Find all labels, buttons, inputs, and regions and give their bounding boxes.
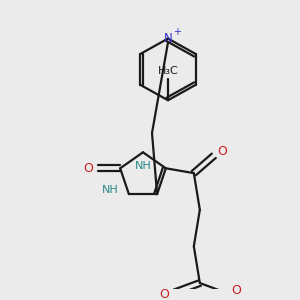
Text: O: O xyxy=(217,146,227,158)
Text: O: O xyxy=(159,288,169,300)
Text: NH: NH xyxy=(135,161,152,171)
Text: O: O xyxy=(231,284,241,297)
Text: H₃C: H₃C xyxy=(158,66,178,76)
Text: +: + xyxy=(173,27,181,37)
Text: NH: NH xyxy=(102,185,119,195)
Text: O: O xyxy=(83,162,93,175)
Text: N: N xyxy=(164,32,172,45)
